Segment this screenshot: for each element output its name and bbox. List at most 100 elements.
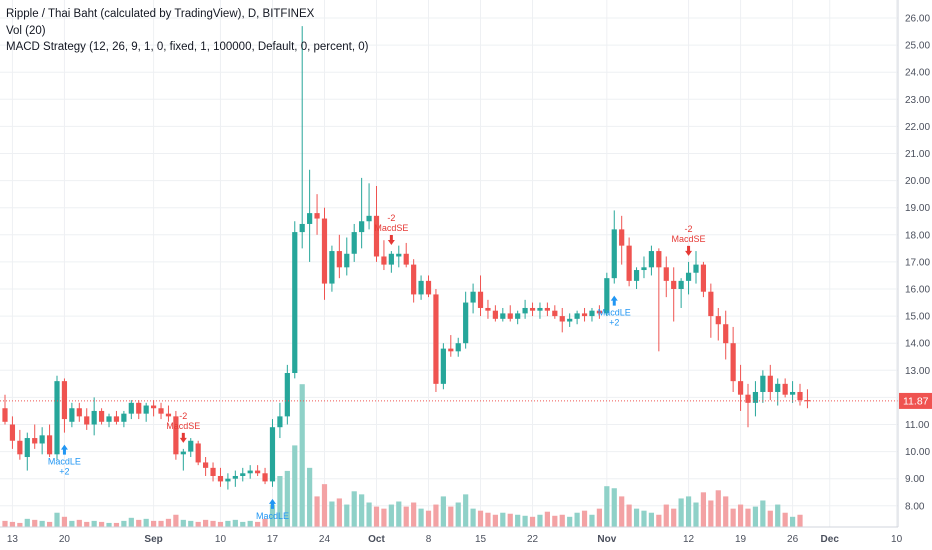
candle-body bbox=[292, 232, 298, 374]
volume-bar bbox=[626, 504, 632, 527]
volume-bar bbox=[581, 510, 588, 527]
time-tick-label: 13 bbox=[7, 534, 19, 545]
price-tick-label: 14.00 bbox=[905, 339, 930, 350]
price-tick-label: 20.00 bbox=[905, 176, 930, 187]
volume-bar bbox=[388, 504, 394, 527]
price-tick-label: 13.00 bbox=[905, 366, 930, 377]
volume-bar bbox=[589, 514, 595, 527]
short-entry-label: MacdSE bbox=[672, 234, 706, 244]
volume-bar bbox=[470, 508, 476, 527]
volume-bar bbox=[403, 506, 409, 527]
candle-body bbox=[255, 470, 261, 474]
volume-bar bbox=[232, 519, 238, 527]
volume-study-label[interactable]: Vol (20) bbox=[6, 24, 46, 37]
candle-body bbox=[700, 264, 707, 292]
price-tick-label: 22.00 bbox=[905, 122, 930, 133]
candle-body bbox=[522, 307, 528, 314]
volume-bar bbox=[143, 518, 149, 527]
candle-body bbox=[782, 383, 788, 395]
volume-bar bbox=[307, 467, 313, 527]
symbol-title[interactable]: Ripple / Thai Baht (calculated by Tradin… bbox=[6, 8, 315, 20]
candle-body bbox=[143, 405, 149, 414]
candle-body bbox=[403, 253, 409, 265]
strategy-study-label[interactable]: MACD Strategy (12, 26, 9, 1, 0, fixed, 1… bbox=[6, 41, 369, 53]
volume-bar bbox=[336, 498, 342, 527]
volume-bar bbox=[737, 504, 744, 527]
candle-body bbox=[589, 310, 595, 317]
last-price-label: 11.87 bbox=[899, 392, 932, 409]
price-tick-label: 26.00 bbox=[905, 14, 930, 25]
volume-bar bbox=[782, 512, 788, 527]
price-tick-label: 16.00 bbox=[905, 285, 930, 296]
volume-bar bbox=[210, 520, 216, 527]
candle-body bbox=[515, 313, 521, 319]
volume-bar bbox=[321, 484, 328, 527]
candle-body bbox=[730, 343, 736, 382]
volume-bar bbox=[314, 496, 320, 527]
candle-body bbox=[596, 310, 602, 314]
candle-body bbox=[552, 310, 558, 317]
candle-body bbox=[24, 438, 30, 458]
candle-body bbox=[232, 475, 238, 479]
candle-body bbox=[46, 435, 53, 455]
volume-bar bbox=[648, 512, 655, 527]
candle-body bbox=[173, 416, 179, 455]
candle-body bbox=[760, 375, 766, 392]
candle-body bbox=[418, 280, 424, 295]
volume-bar bbox=[537, 514, 543, 527]
candle-body bbox=[180, 451, 186, 455]
volume-bar bbox=[195, 521, 201, 527]
volume-bar bbox=[797, 514, 803, 527]
time-tick-label: Oct bbox=[368, 534, 385, 545]
volume-bar bbox=[507, 513, 513, 527]
time-axis[interactable]: 13 20 Sep 10 17 24 Oct 8 15 22 Nov 12 19 26 Dec 10 bbox=[7, 534, 903, 545]
candle-body bbox=[314, 213, 320, 219]
candle-body bbox=[203, 462, 209, 468]
volume-bar bbox=[203, 519, 209, 527]
volume-bar bbox=[344, 504, 350, 527]
volume-bar bbox=[262, 518, 268, 527]
candle-body bbox=[567, 318, 573, 322]
volume-bar bbox=[39, 520, 45, 527]
price-tick-label: 11.00 bbox=[905, 420, 930, 431]
candle-body bbox=[381, 256, 387, 265]
candle-body bbox=[165, 413, 172, 417]
candle-body bbox=[648, 251, 655, 268]
candle-body bbox=[633, 270, 640, 281]
time-tick-label: 8 bbox=[426, 534, 432, 545]
long-entry-label: MacdLE bbox=[256, 511, 289, 521]
candle-body bbox=[723, 324, 729, 344]
volume-bar bbox=[61, 516, 68, 527]
volume-bar bbox=[663, 504, 669, 527]
volume-bar bbox=[485, 512, 491, 527]
time-tick-label: 15 bbox=[475, 534, 487, 545]
volume-bar bbox=[292, 445, 298, 527]
volume-bar bbox=[455, 502, 461, 527]
volume-bar bbox=[366, 502, 372, 527]
volume-bar bbox=[269, 504, 276, 527]
candle-body bbox=[641, 267, 647, 271]
volume-bar bbox=[9, 521, 16, 527]
candle-body bbox=[529, 307, 536, 311]
candle-body bbox=[440, 348, 446, 384]
price-tick-label: 15.00 bbox=[905, 312, 930, 323]
candle-body bbox=[463, 302, 469, 344]
volume-bar bbox=[723, 496, 729, 527]
candle-body bbox=[17, 440, 23, 455]
long-entry-label: +2 bbox=[609, 318, 619, 328]
volume-bar bbox=[440, 496, 446, 527]
volume-bar bbox=[396, 501, 402, 527]
candle-body bbox=[69, 408, 75, 422]
volume-bar bbox=[217, 521, 224, 527]
candle-body bbox=[158, 408, 164, 414]
candle-body bbox=[240, 473, 246, 476]
price-tick-label: 24.00 bbox=[905, 68, 930, 79]
candle-body bbox=[611, 229, 617, 279]
candle-body bbox=[54, 381, 60, 455]
volume-bar bbox=[752, 506, 759, 527]
volume-bar bbox=[240, 521, 246, 527]
volume-bar bbox=[24, 518, 30, 527]
candle-body bbox=[626, 245, 632, 281]
volume-bar bbox=[552, 515, 558, 527]
